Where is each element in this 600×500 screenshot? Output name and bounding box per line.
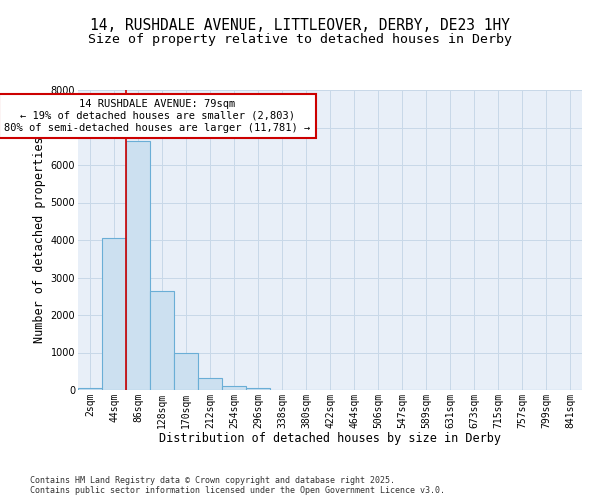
Bar bbox=[198, 378, 222, 390]
Text: Contains HM Land Registry data © Crown copyright and database right 2025.
Contai: Contains HM Land Registry data © Crown c… bbox=[30, 476, 445, 495]
Text: 14, RUSHDALE AVENUE, LITTLEOVER, DERBY, DE23 1HY: 14, RUSHDALE AVENUE, LITTLEOVER, DERBY, … bbox=[90, 18, 510, 32]
Bar bbox=[102, 238, 126, 390]
Bar bbox=[78, 388, 102, 390]
Bar bbox=[150, 290, 174, 390]
Text: Size of property relative to detached houses in Derby: Size of property relative to detached ho… bbox=[88, 32, 512, 46]
X-axis label: Distribution of detached houses by size in Derby: Distribution of detached houses by size … bbox=[159, 432, 501, 445]
Bar bbox=[126, 140, 150, 390]
Text: 14 RUSHDALE AVENUE: 79sqm
← 19% of detached houses are smaller (2,803)
80% of se: 14 RUSHDALE AVENUE: 79sqm ← 19% of detac… bbox=[4, 100, 310, 132]
Bar bbox=[246, 388, 270, 390]
Bar bbox=[222, 386, 246, 390]
Y-axis label: Number of detached properties: Number of detached properties bbox=[34, 136, 46, 344]
Bar bbox=[174, 352, 198, 390]
